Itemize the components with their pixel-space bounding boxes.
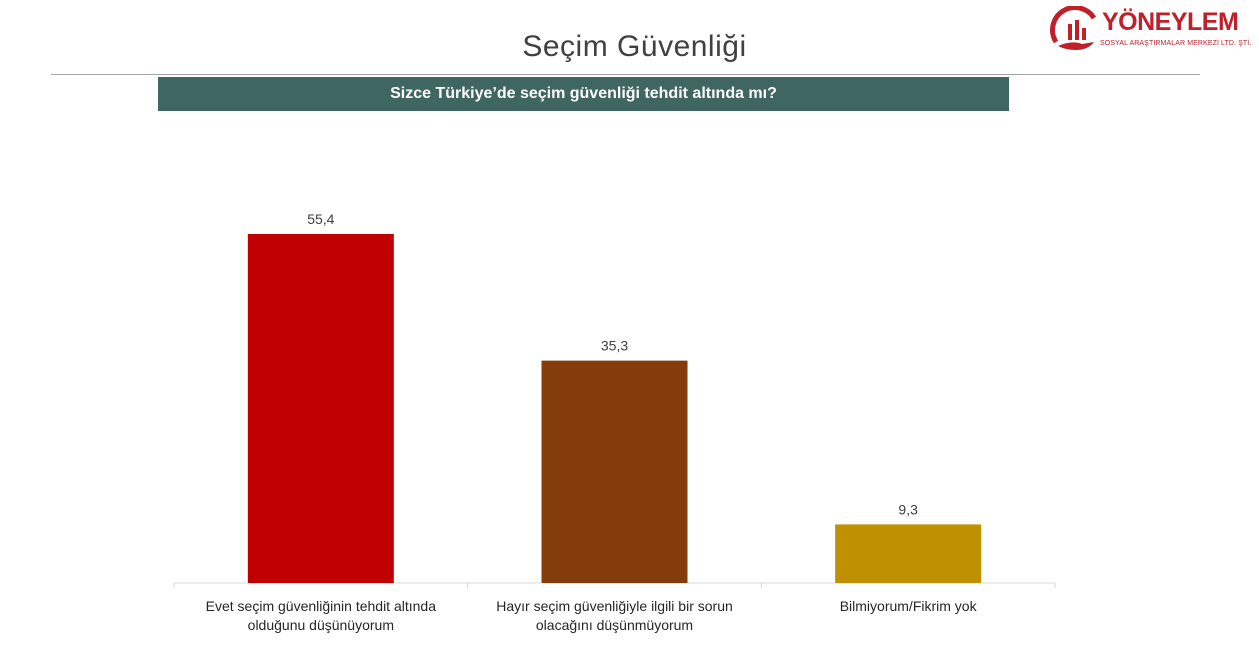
bar [247,234,394,583]
logo: YÖNEYLEM SOSYAL ARAŞTIRMALAR MERKEZİ LTD… [1048,6,1252,56]
logo-subtitle: SOSYAL ARAŞTIRMALAR MERKEZİ LTD. ŞTİ. [1100,40,1252,47]
title-divider [51,74,1200,75]
data-label: 9,3 [898,501,918,517]
bar [835,524,982,583]
category-label: Bilmiyorum/Fikrim yok [839,598,977,614]
data-label: 55,4 [307,211,334,227]
bar [541,360,688,583]
data-label: 35,3 [601,338,628,354]
page-title: Seçim Güvenliği [522,30,747,63]
question-banner: Sizce Türkiye’de seçim güvenliği tehdit … [158,77,1009,111]
bar-chart-hand-logo-icon [1050,6,1097,50]
logo-name: YÖNEYLEM [1102,8,1239,36]
category-label: Evet seçim güvenliğinin tehdit altında o… [205,598,436,633]
category-label: Hayır seçim güvenliğiyle ilgili bir soru… [496,598,733,633]
